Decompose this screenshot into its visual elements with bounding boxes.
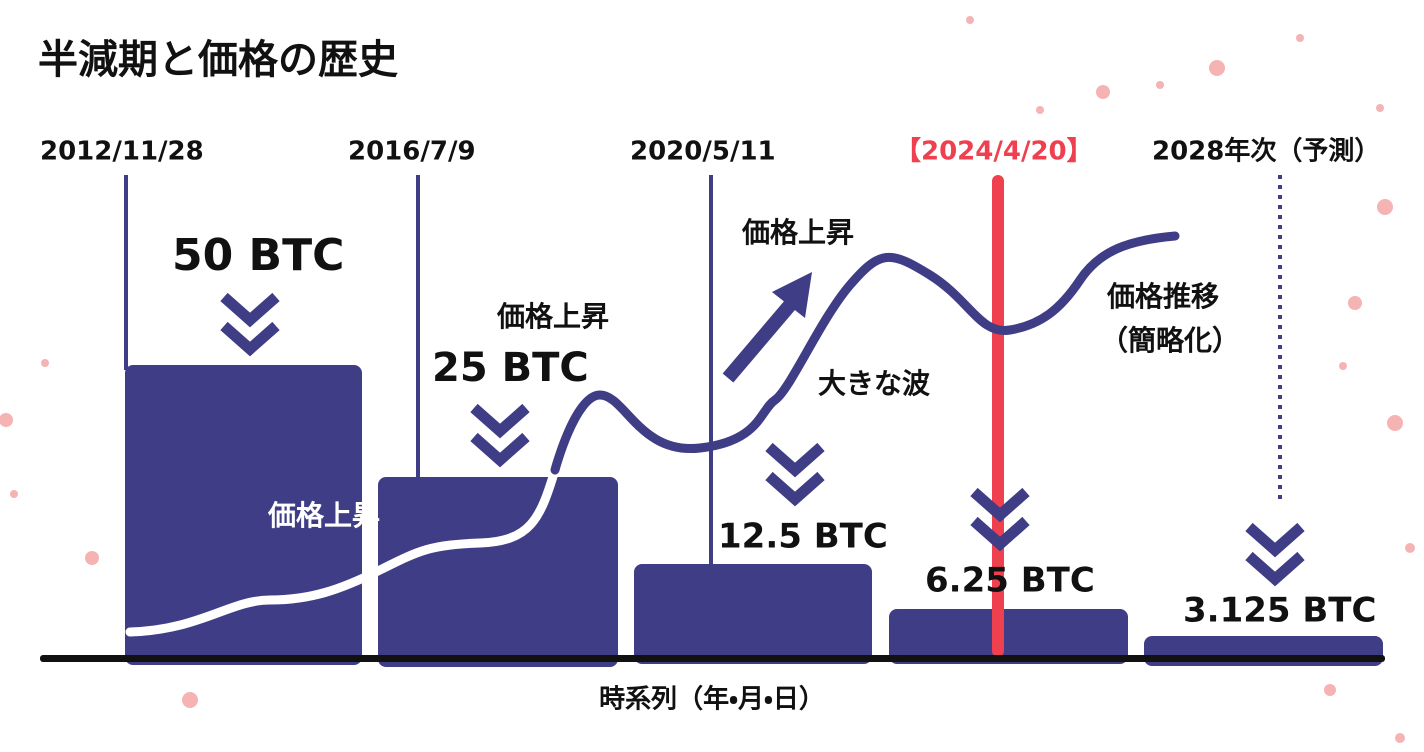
baseline	[40, 655, 1385, 662]
reward: 25 BTC	[432, 345, 589, 391]
reward: 3.125 BTC	[1183, 591, 1376, 631]
arrow-head	[772, 272, 812, 318]
dates: 2012/11/28 2016/7/9 2020/5/11 【2024/4/20…	[40, 136, 1380, 167]
halving-lines	[124, 175, 1282, 566]
date: 【2024/4/20】	[895, 137, 1093, 167]
price-curve	[550, 231, 1180, 475]
annotation: 価格上昇	[267, 499, 380, 532]
date: 2012/11/28	[40, 137, 204, 167]
price-curve-early	[125, 465, 560, 637]
annotation: 大きな波	[818, 367, 931, 400]
reward: 6.25 BTC	[925, 561, 1095, 601]
reward: 50 BTC	[172, 230, 344, 281]
reward-bars	[125, 365, 1383, 667]
date: 2028年次（予測）	[1152, 136, 1380, 167]
date: 2016/7/9	[348, 137, 476, 167]
date: 2020/5/11	[630, 137, 776, 167]
arrow-shaft	[722, 300, 796, 383]
reward: 12.5 BTC	[718, 517, 888, 557]
decor-dots	[0, 16, 1415, 743]
annotation: 価格推移	[1106, 280, 1219, 313]
annotations: 価格上昇 価格上昇 価格上昇 大きな波 価格推移 （簡略化）	[267, 216, 1240, 532]
annotation: 価格上昇	[496, 300, 609, 333]
annotation: 価格上昇	[741, 216, 854, 249]
chevrons	[220, 292, 1305, 587]
rewards: 50 BTC 25 BTC 12.5 BTC 6.25 BTC 3.125 BT…	[172, 230, 1376, 631]
x-axis-label: 時系列（年・月・日）	[599, 684, 825, 715]
annotation: （簡略化）	[1100, 324, 1240, 357]
title: 半減期と価格の歴史	[38, 37, 398, 83]
